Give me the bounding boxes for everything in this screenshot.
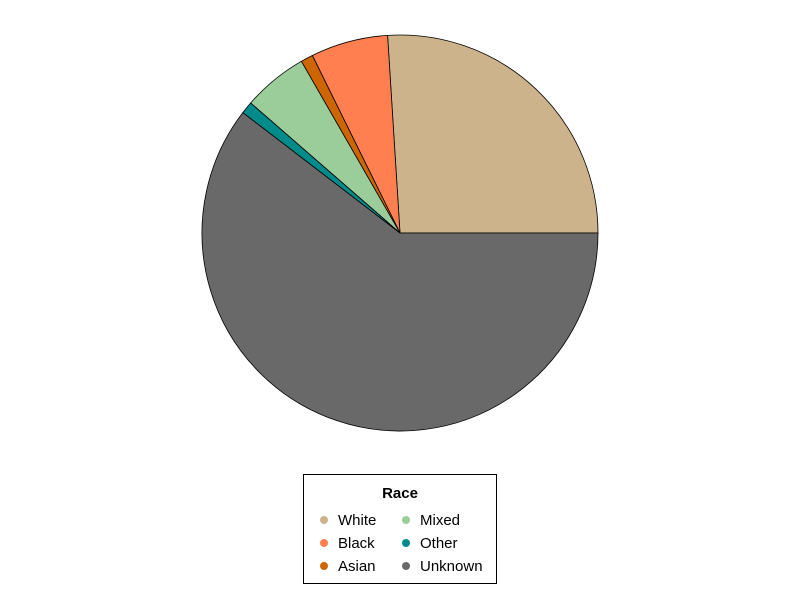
legend-label-white: White [338, 512, 376, 529]
legend-items: White Black Asian Mixed Other Unknown [320, 512, 483, 575]
pie-slice-white [387, 34, 599, 234]
legend-marker-asian [320, 562, 328, 570]
legend: Race White Black Asian Mixed Other Unknown [303, 474, 497, 584]
legend-marker-other [402, 539, 410, 547]
legend-marker-mixed [402, 516, 410, 524]
legend-label-mixed: Mixed [420, 512, 460, 529]
legend-marker-black [320, 539, 328, 547]
legend-title: Race [382, 485, 418, 502]
pie-slice-unknown [201, 112, 599, 432]
legend-label-black: Black [338, 535, 375, 552]
legend-marker-unknown [402, 562, 410, 570]
pie-slices [201, 34, 599, 432]
legend-label-other: Other [420, 535, 458, 552]
legend-marker-white [320, 516, 328, 524]
legend-box [303, 474, 497, 584]
legend-label-unknown: Unknown [420, 558, 483, 575]
legend-label-asian: Asian [338, 558, 376, 575]
